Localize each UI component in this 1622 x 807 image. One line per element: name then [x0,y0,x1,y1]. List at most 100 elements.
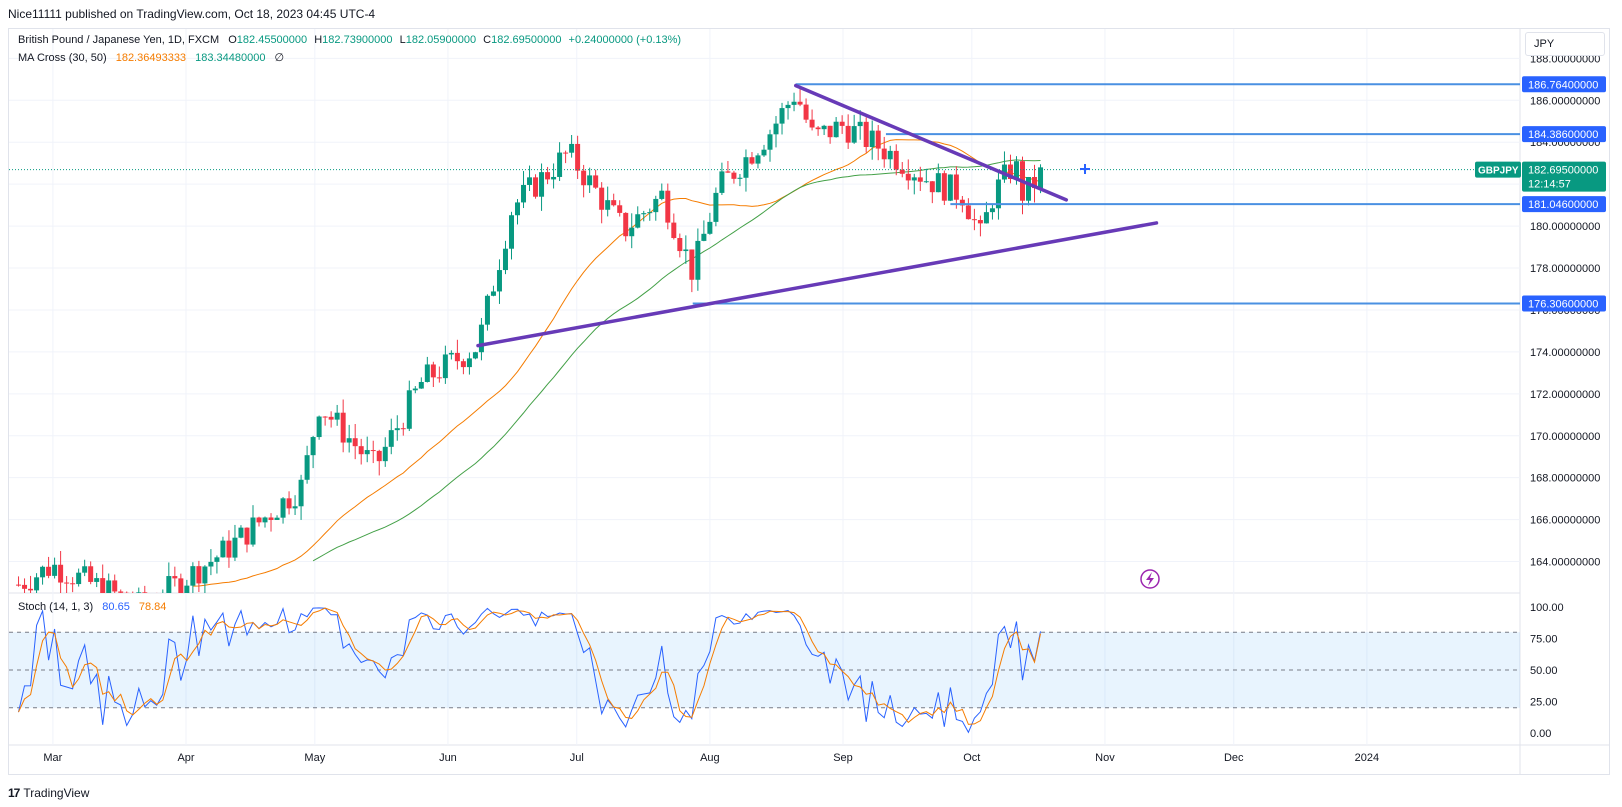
candle-body [490,291,496,296]
candle-body [76,572,82,585]
candle-body [881,148,887,160]
candle-body [352,438,358,447]
time-tick-label: Mar [43,752,62,764]
candle-body [94,578,100,582]
candle-body [106,580,112,593]
candle-body [593,175,599,188]
stoch-k-value: 80.65 [102,601,130,613]
candle-body [959,199,965,206]
candle-body [617,205,623,213]
candle-body [701,233,707,241]
candle-body [502,248,508,271]
candle-body [466,358,472,368]
candle-body [448,352,454,355]
stoch-tick-label: 75.00 [1530,634,1558,646]
currency-selector[interactable]: JPY [1525,32,1605,56]
low-value: 182.05900000 [405,34,477,46]
price-tick-label: 178.00000000 [1530,263,1600,275]
price-badge-label: 182.69500000 [1528,165,1598,177]
candle-body [653,198,659,213]
candle-body [1032,177,1038,189]
candle-body [22,584,28,589]
candle-body [358,446,364,455]
footer-brand[interactable]: 17 TradingView [8,786,89,800]
candle-body [220,540,226,558]
candle-body [911,177,917,181]
candle-body [677,238,683,252]
candle-body [725,171,731,173]
ma-fast-value: 182.36493333 [115,52,187,64]
high-label: H [314,34,323,46]
candle-body [370,450,376,452]
lightning-bolt-icon [1146,572,1154,586]
countdown-label: 12:14:57 [1528,179,1571,191]
chart-frame[interactable] [8,28,1610,775]
time-tick-label: Nov [1095,752,1115,764]
candle-body [539,172,545,197]
candle-body [460,361,466,368]
candle-body [292,506,298,509]
candle-body [364,450,370,455]
stoch-tick-label: 25.00 [1530,697,1558,709]
candle-body [208,561,214,567]
candle-body [785,104,791,109]
candle-body [623,212,629,237]
candle-body [34,577,40,591]
candle-body [791,101,797,105]
candle-body [178,578,184,593]
candle-body [917,177,923,182]
stoch-d-line [18,607,1041,725]
candle-body [797,101,803,105]
candle-body [250,517,256,545]
time-tick-label: May [304,752,325,764]
candle-body [1038,167,1044,189]
candle-body [611,200,617,206]
candle-body [983,212,989,224]
candle-body [827,125,833,138]
candle-body [893,150,899,170]
price-tick-label: 166.00000000 [1530,515,1600,527]
symbol-badge [1475,161,1521,178]
candle-body [947,174,953,201]
candle-body [569,143,575,153]
candle-body [184,585,190,593]
candle-body [833,121,839,138]
candle-body [112,580,118,592]
candle-body [328,416,334,420]
candle-body [346,438,352,443]
stoch-tick-label: 50.00 [1530,665,1558,677]
candle-body [779,108,785,124]
candle-body [196,566,202,584]
candle-body [232,537,238,558]
candle-body [340,412,346,443]
candle-body [454,352,460,362]
price-tick-label: 170.00000000 [1530,431,1600,443]
trendline-lower [476,221,1159,348]
candle-body [304,455,310,480]
candle-body [995,179,1001,209]
time-tick-label: Jul [570,752,584,764]
candle-body [839,121,845,126]
candle-body [743,157,749,178]
price-tick-label: 174.00000000 [1530,347,1600,359]
price-tick-label: 188.00000000 [1530,53,1600,65]
candle-body [418,381,424,389]
candle-body [815,127,821,130]
candle-body [394,428,400,431]
candle-body [82,566,88,573]
candle-body [527,177,533,185]
candle-body [382,446,388,462]
candle-body [551,176,557,180]
candle-body [70,583,76,585]
candle-body [941,173,947,201]
candle-body [977,220,983,224]
tradingview-logo-icon: 17 [8,786,20,800]
time-tick-label: Jun [439,752,457,764]
candle-body [683,249,689,252]
stoch-k-line [18,606,1041,734]
candle-body [605,200,611,210]
candle-body [563,152,569,154]
candle-body [58,564,64,583]
level-badge-label: 176.30600000 [1528,299,1598,311]
